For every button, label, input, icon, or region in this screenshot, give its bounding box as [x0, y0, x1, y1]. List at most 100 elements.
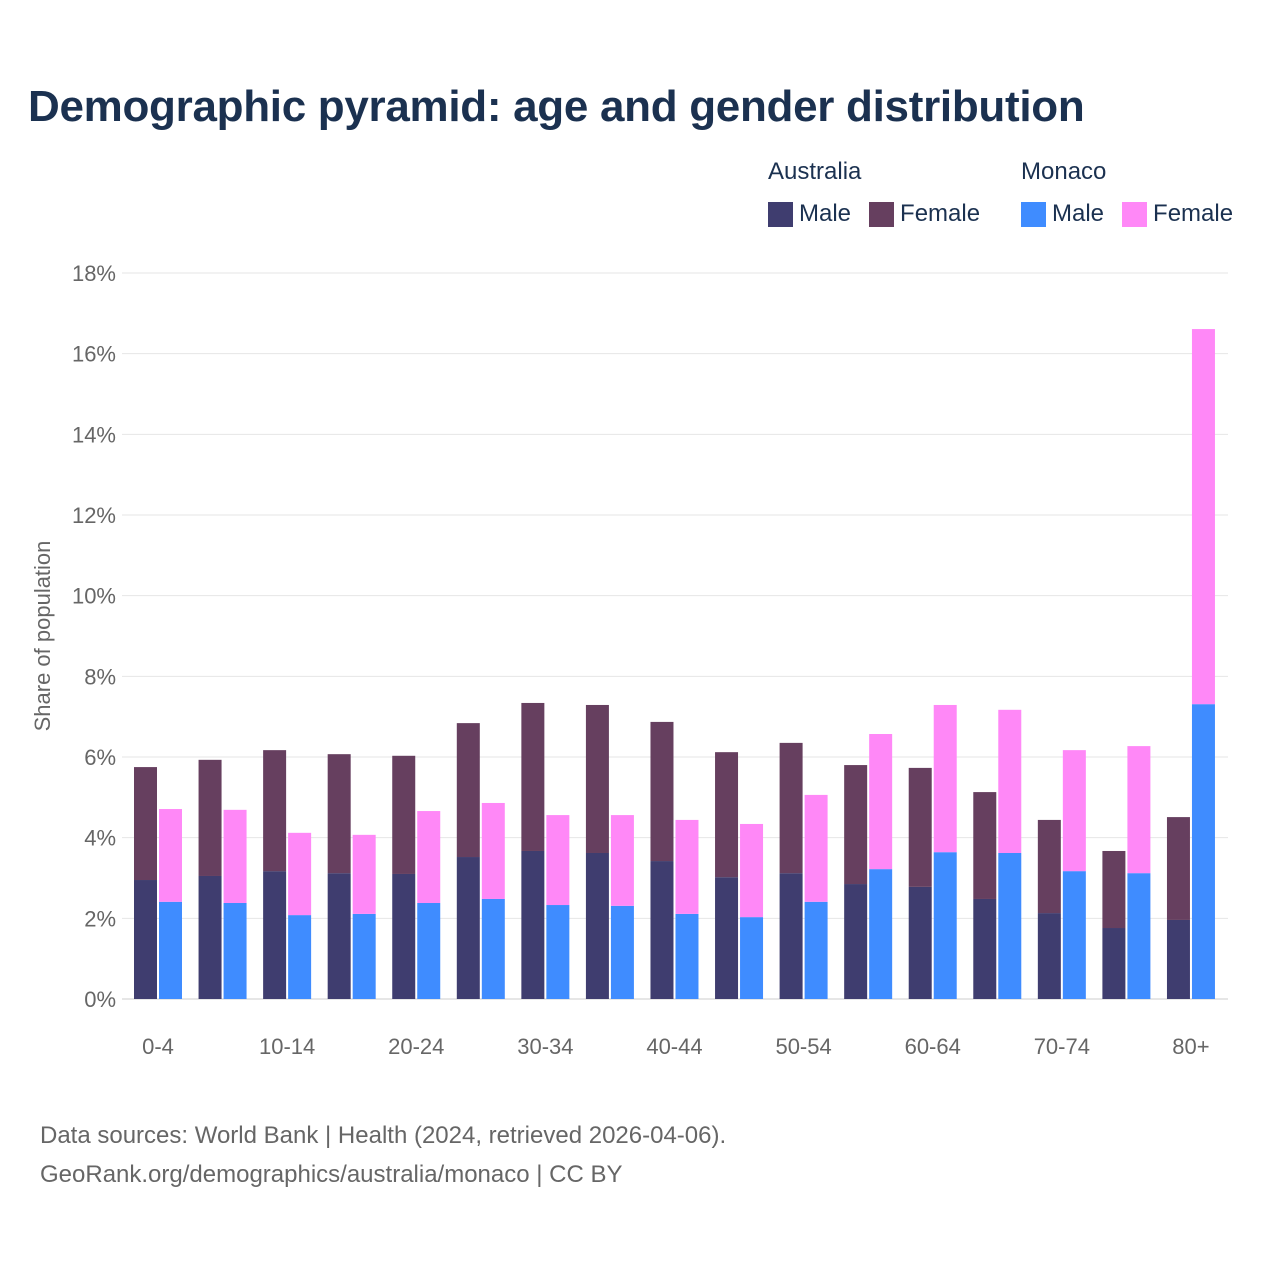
- bar-monaco-female-45-49[interactable]: [740, 823, 764, 918]
- bar-australia-male-0-4[interactable]: [134, 880, 157, 999]
- bar-australia-female-60-64[interactable]: [908, 767, 932, 887]
- bar-australia-male-5-9[interactable]: [198, 875, 222, 999]
- bar-monaco-female-10-14[interactable]: [288, 832, 312, 916]
- bar-australia-male-60-64[interactable]: [908, 886, 932, 999]
- legend-swatch: [1122, 201, 1148, 227]
- legend-monaco: Monaco Male Female: [1021, 158, 1233, 228]
- legend-item-monaco-male[interactable]: Male: [1021, 200, 1104, 228]
- legend-group-title: Monaco: [1021, 158, 1107, 185]
- bar-australia-male-15-19[interactable]: [327, 873, 351, 999]
- legend-item-australia-male[interactable]: Male: [768, 200, 851, 228]
- bar-australia-male-25-29[interactable]: [456, 857, 480, 999]
- bar-monaco-male-5-9[interactable]: [223, 903, 247, 999]
- bar-australia-female-50-54[interactable]: [779, 742, 803, 874]
- y-tick-label: 14%: [72, 422, 116, 447]
- bar-monaco-male-55-59[interactable]: [869, 869, 893, 999]
- bar-monaco-female-25-29[interactable]: [481, 802, 505, 899]
- bar-monaco-female-5-9[interactable]: [223, 809, 247, 904]
- source-link[interactable]: GeoRank.org/demographics/australia/monac…: [40, 1161, 623, 1188]
- bar-monaco-female-70-74[interactable]: [1062, 750, 1086, 872]
- bar-monaco-female-80+[interactable]: [1191, 329, 1215, 705]
- legend-label: Female: [900, 200, 981, 227]
- bar-australia-male-65-69[interactable]: [973, 898, 997, 999]
- chart-title: Demographic pyramid: age and gender dist…: [28, 82, 1085, 131]
- y-tick-label: 8%: [84, 664, 116, 689]
- bar-monaco-female-55-59[interactable]: [869, 734, 893, 870]
- bar-monaco-male-80+[interactable]: [1191, 704, 1215, 999]
- x-tick-label: 0-4: [142, 1034, 174, 1059]
- bar-australia-female-55-59[interactable]: [844, 765, 868, 885]
- bar-australia-male-40-44[interactable]: [650, 861, 674, 999]
- x-tick-label: 80+: [1172, 1034, 1209, 1059]
- bar-monaco-male-30-34[interactable]: [546, 905, 570, 999]
- bar-australia-male-30-34[interactable]: [521, 850, 545, 999]
- bar-australia-male-80+[interactable]: [1166, 919, 1190, 999]
- source-text: Data sources: World Bank | Health (2024,…: [40, 1122, 727, 1149]
- bar-monaco-male-25-29[interactable]: [481, 898, 505, 999]
- bar-australia-male-45-49[interactable]: [715, 877, 739, 999]
- bar-monaco-male-70-74[interactable]: [1062, 871, 1086, 999]
- bar-monaco-male-60-64[interactable]: [933, 852, 957, 999]
- bar-monaco-male-50-54[interactable]: [804, 901, 828, 999]
- x-tick-label: 30-34: [517, 1034, 573, 1059]
- legend-swatch: [768, 201, 793, 227]
- y-tick-label: 18%: [72, 261, 116, 286]
- bar-monaco-male-0-4[interactable]: [159, 901, 182, 999]
- bar-australia-male-20-24[interactable]: [392, 873, 416, 999]
- bar-australia-female-0-4[interactable]: [134, 767, 157, 881]
- legend-item-australia-female[interactable]: Female: [869, 200, 980, 228]
- bar-monaco-female-75-79[interactable]: [1127, 746, 1151, 874]
- x-tick-label: 50-54: [775, 1034, 831, 1059]
- bar-australia-female-15-19[interactable]: [327, 754, 351, 874]
- bar-australia-male-70-74[interactable]: [1037, 913, 1061, 999]
- bar-monaco-female-0-4[interactable]: [159, 809, 182, 902]
- legend-swatch: [869, 201, 895, 227]
- bar-monaco-male-45-49[interactable]: [740, 917, 764, 999]
- bar-monaco-female-20-24[interactable]: [417, 811, 441, 904]
- bar-monaco-male-40-44[interactable]: [675, 913, 699, 999]
- bar-monaco-male-75-79[interactable]: [1127, 873, 1151, 999]
- bar-monaco-male-10-14[interactable]: [288, 915, 312, 999]
- bar-australia-female-25-29[interactable]: [456, 723, 480, 858]
- bar-australia-female-80+[interactable]: [1166, 817, 1190, 920]
- bar-australia-male-55-59[interactable]: [844, 884, 868, 999]
- bar-australia-female-75-79[interactable]: [1102, 850, 1126, 929]
- x-tick-label: 40-44: [646, 1034, 702, 1059]
- bar-monaco-female-40-44[interactable]: [675, 819, 699, 914]
- bar-monaco-female-35-39[interactable]: [610, 815, 634, 906]
- bar-australia-female-10-14[interactable]: [263, 750, 287, 872]
- bar-australia-female-45-49[interactable]: [715, 752, 739, 878]
- legend-label: Female: [1153, 200, 1234, 227]
- bar-monaco-female-30-34[interactable]: [546, 815, 570, 906]
- bar-australia-male-50-54[interactable]: [779, 873, 803, 999]
- bar-monaco-male-65-69[interactable]: [998, 852, 1022, 999]
- bar-monaco-female-50-54[interactable]: [804, 794, 828, 902]
- y-tick-label: 6%: [84, 745, 116, 770]
- bar-monaco-female-15-19[interactable]: [352, 834, 376, 914]
- bar-australia-female-5-9[interactable]: [198, 759, 222, 876]
- bar-monaco-female-60-64[interactable]: [933, 704, 957, 853]
- bar-australia-male-10-14[interactable]: [263, 871, 287, 999]
- bar-monaco-male-20-24[interactable]: [417, 903, 441, 999]
- legend-australia: Australia Male Female: [768, 158, 980, 228]
- y-tick-label: 16%: [72, 342, 116, 367]
- bar-australia-male-75-79[interactable]: [1102, 928, 1126, 999]
- footer: Data sources: World Bank | Health (2024,…: [40, 1116, 726, 1194]
- y-tick-label: 2%: [84, 906, 116, 931]
- bar-australia-male-35-39[interactable]: [585, 852, 609, 999]
- bar-monaco-male-15-19[interactable]: [352, 913, 376, 999]
- x-tick-label: 70-74: [1034, 1034, 1090, 1059]
- bar-australia-female-20-24[interactable]: [392, 755, 416, 874]
- y-tick-label: 0%: [84, 987, 116, 1012]
- bar-australia-female-35-39[interactable]: [585, 704, 609, 853]
- legend-group-title: Australia: [768, 158, 862, 185]
- bar-monaco-male-35-39[interactable]: [610, 905, 634, 999]
- bar-monaco-female-65-69[interactable]: [998, 709, 1022, 853]
- bar-australia-female-40-44[interactable]: [650, 721, 674, 862]
- legend-item-monaco-female[interactable]: Female: [1122, 200, 1233, 228]
- bar-australia-female-30-34[interactable]: [521, 702, 545, 851]
- bar-australia-female-65-69[interactable]: [973, 792, 997, 899]
- y-axis-label: Share of population: [30, 541, 55, 732]
- bar-australia-female-70-74[interactable]: [1037, 819, 1061, 914]
